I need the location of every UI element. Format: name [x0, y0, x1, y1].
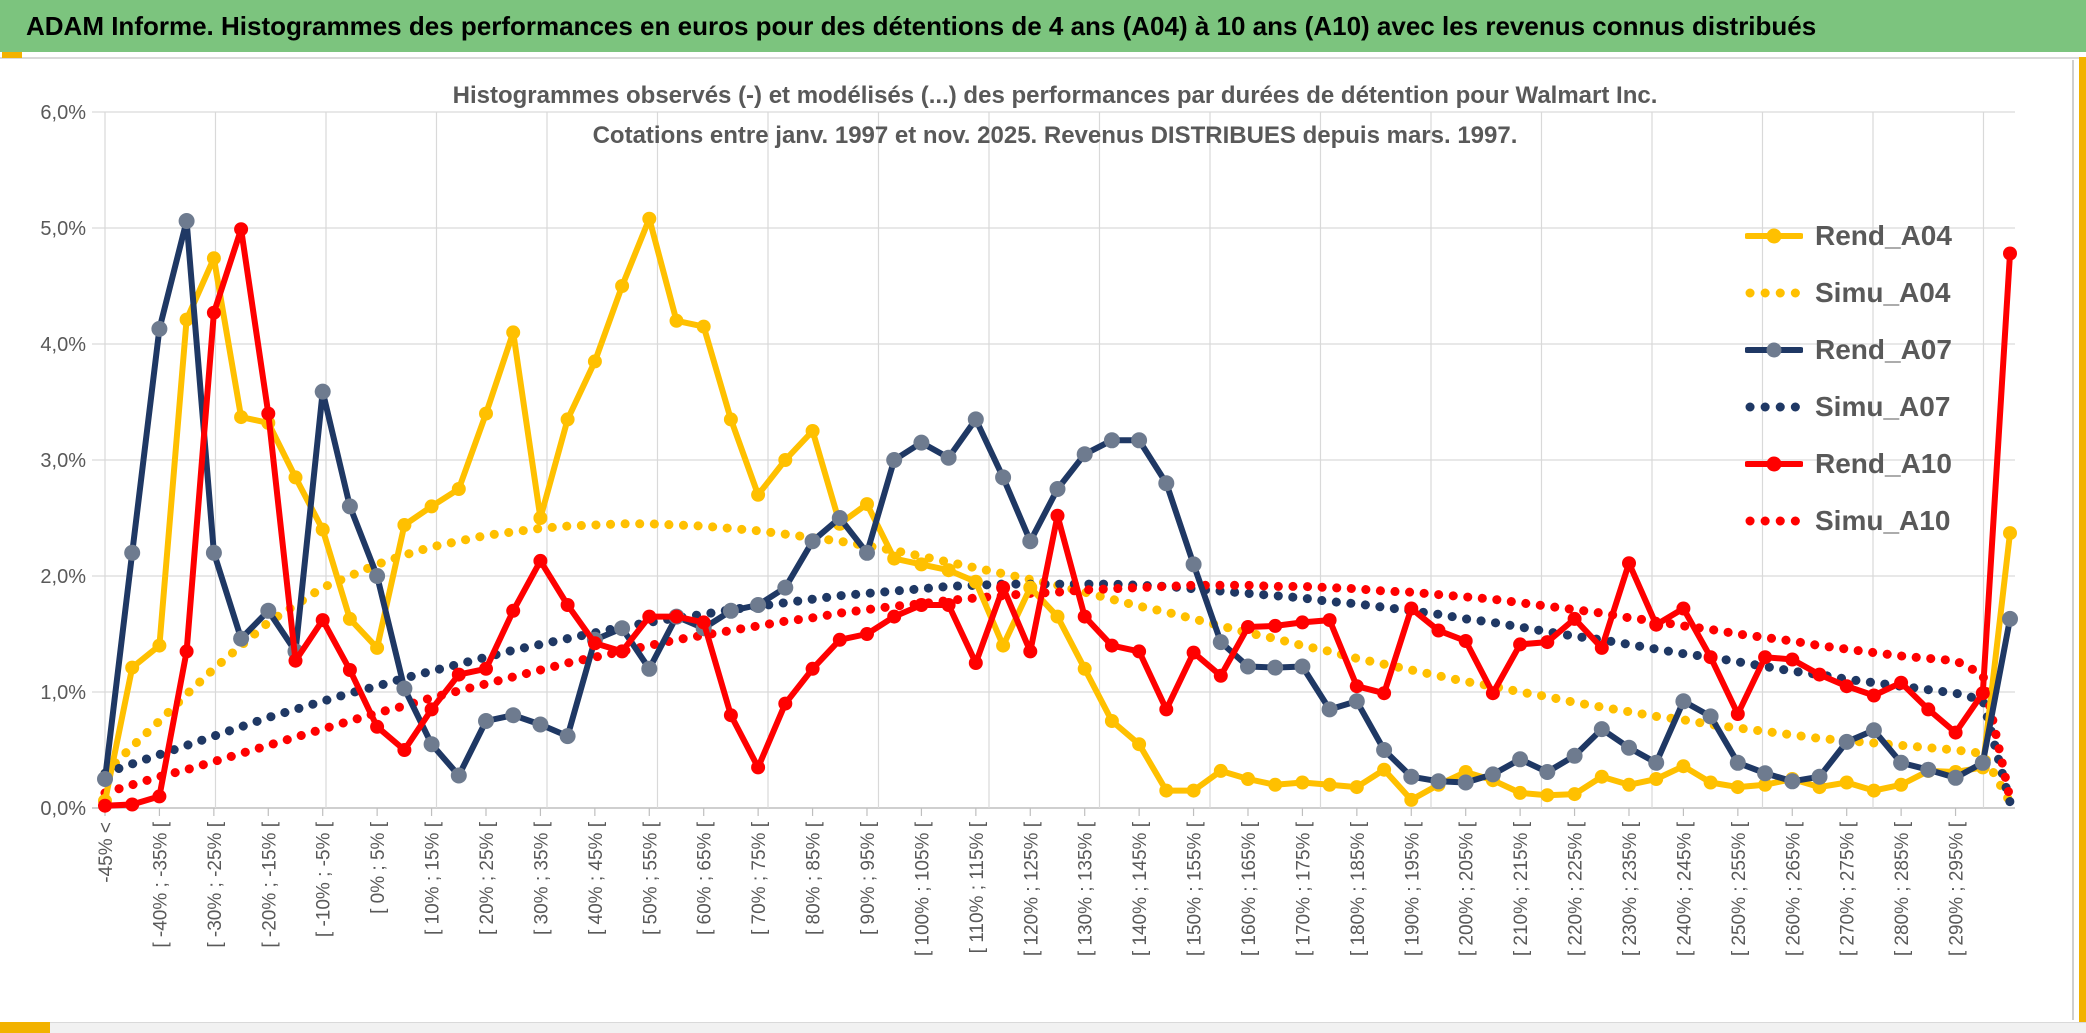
sheet-tab-accent [0, 1022, 50, 1033]
y-axis-tick-label: 0,0% [40, 798, 86, 820]
dotted-line-sample-icon [1745, 288, 1803, 297]
legend-label: Rend_A10 [1815, 447, 1952, 479]
solid-line-sample-icon [1745, 456, 1803, 471]
legend-item-rend_a07: Rend_A07 [1745, 321, 2045, 378]
x-axis-tick-label: [ -30% ; -25% [ [205, 821, 226, 947]
legend-label: Rend_A07 [1815, 333, 1952, 365]
x-axis-tick-label: [ 110% ; 115% [ [967, 821, 988, 953]
y-axis-tick-label: 3,0% [40, 450, 86, 472]
y-axis-tick-label: 4,0% [40, 334, 86, 356]
solid-line-sample-icon [1745, 228, 1803, 243]
x-axis-tick-label: [ 130% ; 135% [ [1076, 821, 1097, 956]
x-axis-tick-label: [ 230% ; 235% [ [1620, 821, 1641, 956]
legend-item-rend_a04: Rend_A04 [1745, 207, 2045, 264]
x-axis-tick-label: [ 280% ; 285% [ [1892, 821, 1913, 956]
dotted-line-sample-icon [1745, 516, 1803, 525]
x-axis-tick-label: [ 240% ; 245% [ [1674, 821, 1695, 956]
x-axis-tick-label: -45% < [96, 822, 117, 883]
legend-label: Simu_A10 [1815, 504, 1951, 536]
gold-accent-top-left [2, 52, 22, 58]
x-axis-tick-label: [ 60% ; 65% [ [695, 821, 716, 935]
x-axis-tick-label: [ 250% ; 255% [ [1729, 821, 1750, 956]
x-axis-tick-label: [ -10% ; -5% [ [314, 821, 335, 937]
x-axis-tick-label: [ 180% ; 185% [ [1348, 821, 1369, 956]
x-axis-tick-label: [ 70% ; 75% [ [749, 821, 770, 935]
series-rend_a04 [98, 211, 2017, 808]
legend-label: Simu_A07 [1815, 390, 1951, 422]
x-axis-tick-label: [ 170% ; 175% [ [1293, 821, 1314, 956]
x-axis-tick-label: [ 10% ; 15% [ [423, 821, 444, 935]
x-axis-tick-label: [ 220% ; 225% [ [1566, 821, 1587, 956]
legend-item-rend_a10: Rend_A10 [1745, 435, 2045, 492]
y-axis-tick-label: 6,0% [40, 102, 86, 124]
x-axis-tick-label: [ -40% ; -35% [ [150, 821, 171, 947]
legend-item-simu_a10: Simu_A10 [1745, 492, 2045, 549]
y-axis-tick-label: 5,0% [40, 218, 86, 240]
x-axis-tick-label: [ 0% ; 5% [ [368, 821, 389, 914]
chart-legend: Rend_A04 Simu_A04 Rend_A07 Simu_A07 Rend_A10… [1745, 207, 2045, 549]
window-edge-right [2079, 57, 2086, 1033]
legend-item-simu_a04: Simu_A04 [1745, 264, 2045, 321]
x-axis-tick-label: [ 150% ; 155% [ [1185, 821, 1206, 956]
x-axis-tick-label: [ 20% ; 25% [ [477, 821, 498, 935]
x-axis-tick-label: [ 40% ; 45% [ [586, 821, 607, 935]
legend-label: Rend_A04 [1815, 219, 1952, 251]
y-axis-tick-label: 1,0% [40, 682, 86, 704]
header-divider [0, 57, 2086, 59]
series-simu_a10 [100, 580, 2015, 804]
y-axis-tick-label: 2,0% [40, 566, 86, 588]
x-axis-tick-label: [ 290% ; 295% [ [1947, 821, 1968, 956]
x-axis-tick-label: [ 200% ; 205% [ [1457, 821, 1478, 956]
x-axis-tick-label: [ 140% ; 145% [ [1130, 821, 1151, 956]
x-axis-tick-label: [ 120% ; 125% [ [1021, 821, 1042, 956]
bottom-bar [0, 1022, 2086, 1033]
x-axis-tick-label: [ 270% ; 275% [ [1838, 821, 1859, 956]
x-axis-tick-label: [ 90% ; 95% [ [858, 821, 879, 935]
app-title: ADAM Informe. Histogrammes des performan… [26, 10, 1817, 41]
chart-title-line1: Histogrammes observés (-) et modélisés (… [452, 82, 1658, 109]
x-axis-tick-label: [ 50% ; 55% [ [640, 821, 661, 935]
chart-title-line2: Cotations entre janv. 1997 et nov. 2025.… [592, 122, 1518, 149]
legend-item-simu_a07: Simu_A07 [1745, 378, 2045, 435]
x-axis-tick-label: [ 260% ; 265% [ [1783, 821, 1804, 956]
chart-card [10, 60, 2074, 1020]
dotted-line-sample-icon [1745, 402, 1803, 411]
legend-label: Simu_A04 [1815, 276, 1951, 308]
x-axis-tick-label: [ 30% ; 35% [ [531, 821, 552, 935]
x-axis-tick-label: [ 160% ; 165% [ [1239, 821, 1260, 956]
x-axis-tick-label: [ -20% ; -15% [ [259, 821, 280, 947]
x-axis-tick-label: [ 80% ; 85% [ [804, 821, 825, 935]
series-simu_a07 [100, 579, 2015, 807]
x-axis-tick-label: [ 100% ; 105% [ [912, 821, 933, 956]
x-axis-tick-label: [ 190% ; 195% [ [1402, 821, 1423, 956]
series-rend_a10 [98, 222, 2017, 813]
x-axis-tick-label: [ 210% ; 215% [ [1511, 821, 1532, 956]
title-bar: ADAM Informe. Histogrammes des performan… [0, 0, 2086, 52]
solid-line-sample-icon [1745, 342, 1803, 357]
